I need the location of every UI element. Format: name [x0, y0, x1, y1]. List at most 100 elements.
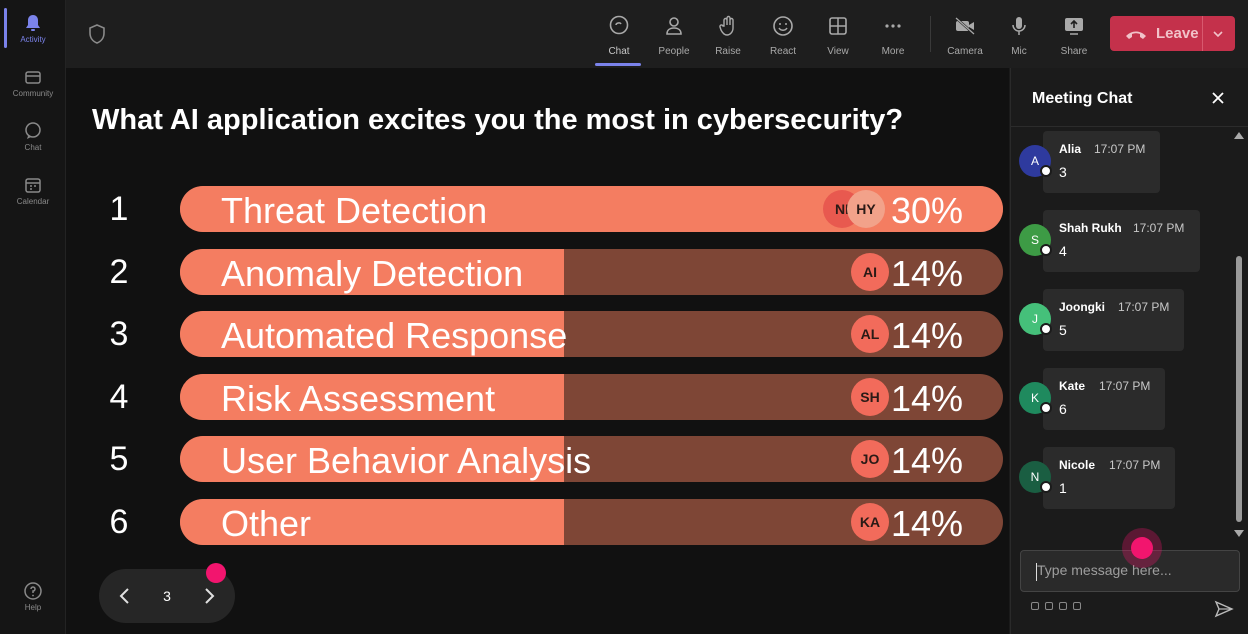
chat-message[interactable]: Shah Rukh 17:07 PM 4: [1043, 210, 1200, 272]
toolbar-more-label: More: [881, 46, 905, 57]
chat-avatar-initial: A: [1030, 154, 1039, 168]
toolbar-share-button[interactable]: Share: [1048, 8, 1100, 64]
toolbar-mic-label: Mic: [1011, 46, 1027, 57]
poll-option-bar-fill: [180, 499, 565, 545]
meeting-toolbar: Chat People Raise React View More Camera…: [66, 0, 1248, 68]
chat-avatar[interactable]: N: [1019, 461, 1052, 493]
chat-avatar[interactable]: S: [1019, 224, 1052, 256]
toolbar-mic-button[interactable]: Mic: [993, 8, 1045, 64]
toolbar-raise-button[interactable]: Raise: [702, 8, 754, 64]
toolbar-people-label: People: [658, 46, 690, 57]
rail-label-chat: Chat: [24, 142, 42, 152]
chat-message[interactable]: Alia 17:07 PM 3: [1043, 131, 1160, 193]
chat-sender-name: Kate: [1059, 379, 1086, 393]
emoji-icon[interactable]: [1059, 602, 1067, 610]
toolbar-people-button[interactable]: People: [648, 8, 700, 64]
close-icon[interactable]: [1210, 90, 1226, 106]
chat-icon: [25, 121, 41, 139]
bell-icon: [26, 14, 40, 31]
send-icon[interactable]: [1214, 600, 1234, 618]
toolbar-divider: [930, 16, 931, 52]
rail-item-calendar[interactable]: Calendar: [0, 164, 66, 216]
poll-option-percent: 14%: [890, 253, 963, 294]
toolbar-view-label: View: [827, 46, 849, 57]
grid-view-icon: [829, 17, 847, 35]
chat-timestamp: 17:07 PM: [1094, 142, 1146, 156]
left-rail: Activity Community Chat Calendar Help: [0, 0, 66, 634]
poll-option-label: Other: [221, 503, 312, 544]
rail-item-activity[interactable]: Activity: [0, 2, 66, 54]
voter-avatar: AI: [851, 253, 889, 291]
poll-option-bar[interactable]: Threat Detection NI HY 30%: [180, 186, 1003, 232]
chat-sender-name: Shah Rukh: [1059, 221, 1122, 235]
poll-option-bar[interactable]: Anomaly Detection AI 14%: [180, 249, 1003, 295]
rail-item-community[interactable]: Community: [0, 56, 66, 108]
chat-message[interactable]: Kate 17:07 PM 6: [1043, 368, 1165, 430]
chat-sender-name: Alia: [1059, 142, 1082, 156]
chat-icon: [609, 15, 629, 35]
chat-avatar[interactable]: J: [1019, 303, 1052, 335]
chat-avatar-initial: N: [1030, 470, 1040, 484]
poll-option-row: 4 Risk Assessment SH 14%: [66, 374, 1009, 420]
attach-icon[interactable]: [1045, 602, 1053, 610]
rail-label-calendar: Calendar: [16, 196, 50, 206]
poll-option-bar-fill: [180, 249, 565, 295]
scroll-down-arrow-icon[interactable]: [1234, 530, 1244, 537]
poll-option-row: 1 Threat Detection NI HY 30%: [66, 186, 1009, 232]
people-icon: [666, 17, 682, 35]
poll-option-label: Automated Response: [221, 315, 568, 356]
poll-option-bar-fill: [180, 374, 565, 420]
poll-stage: What AI application excites you the most…: [66, 68, 1009, 634]
scroll-up-arrow-icon[interactable]: [1234, 132, 1244, 139]
poll-option-number: 1: [109, 190, 129, 228]
presence-status-dot: [1040, 323, 1052, 335]
leave-button[interactable]: Leave: [1110, 16, 1235, 51]
poll-option-number: 5: [109, 440, 129, 478]
voter-avatar: KA: [851, 503, 889, 541]
gif-icon[interactable]: [1073, 602, 1081, 610]
poll-option-bar-fill: [180, 436, 565, 482]
chat-message[interactable]: Nicole 17:07 PM 1: [1043, 447, 1175, 509]
rail-item-chat[interactable]: Chat: [0, 110, 66, 162]
poll-option-row: 3 Automated Response AL 14%: [66, 311, 1009, 357]
poll-option-number: 2: [109, 253, 129, 291]
chat-scrollbar[interactable]: [1233, 130, 1245, 542]
chat-message-text: 4: [1059, 243, 1067, 259]
help-icon: [24, 581, 42, 600]
toolbar-view-button[interactable]: View: [812, 8, 864, 64]
chat-avatar[interactable]: K: [1019, 382, 1052, 414]
toolbar-more-button[interactable]: More: [867, 8, 919, 64]
chat-message-text: 1: [1059, 480, 1067, 496]
chat-avatar[interactable]: A: [1019, 145, 1052, 177]
toolbar-react-button[interactable]: React: [757, 8, 809, 64]
format-icon[interactable]: [1031, 602, 1039, 610]
chat-message-input[interactable]: Type message here...: [1020, 550, 1240, 592]
raise-hand-icon: [719, 15, 734, 36]
chevron-right-icon[interactable]: [197, 584, 221, 608]
presence-status-dot: [1040, 244, 1052, 256]
scroll-thumb[interactable]: [1236, 256, 1242, 522]
more-dots-icon: [885, 24, 901, 28]
toolbar-chat-button[interactable]: Chat: [593, 8, 645, 66]
poll-option-row: 6 Other KA 14%: [66, 499, 1009, 545]
chat-sender-name: Nicole: [1059, 458, 1096, 472]
meeting-chat-panel: Meeting Chat Alia 17:07 PM 3 A Shah Rukh 17:0…: [1010, 68, 1248, 634]
rail-label-help: Help: [24, 602, 42, 612]
poll-option-row: 2 Anomaly Detection AI 14%: [66, 249, 1009, 295]
poll-option-bar[interactable]: Other KA 14%: [180, 499, 1003, 545]
toolbar-camera-label: Camera: [947, 46, 983, 57]
chat-message[interactable]: Joongki 17:07 PM 5: [1043, 289, 1184, 351]
shield-icon[interactable]: [88, 24, 106, 44]
poll-option-percent: 30%: [890, 190, 963, 231]
poll-option-percent: 14%: [890, 315, 963, 356]
toolbar-share-label: Share: [1060, 46, 1088, 57]
chat-timestamp: 17:07 PM: [1118, 300, 1170, 314]
rail-item-help[interactable]: Help: [0, 570, 66, 622]
chevron-down-icon[interactable]: [1211, 27, 1225, 41]
poll-option-bar[interactable]: Risk Assessment SH 14%: [180, 374, 1003, 420]
poll-option-row: 5 User Behavior Analysis JO 14%: [66, 436, 1009, 482]
poll-option-bar[interactable]: User Behavior Analysis JO 14%: [180, 436, 1003, 482]
chevron-left-icon[interactable]: [113, 584, 137, 608]
toolbar-camera-button[interactable]: Camera: [939, 8, 991, 64]
poll-option-bar[interactable]: Automated Response AL 14%: [180, 311, 1003, 357]
